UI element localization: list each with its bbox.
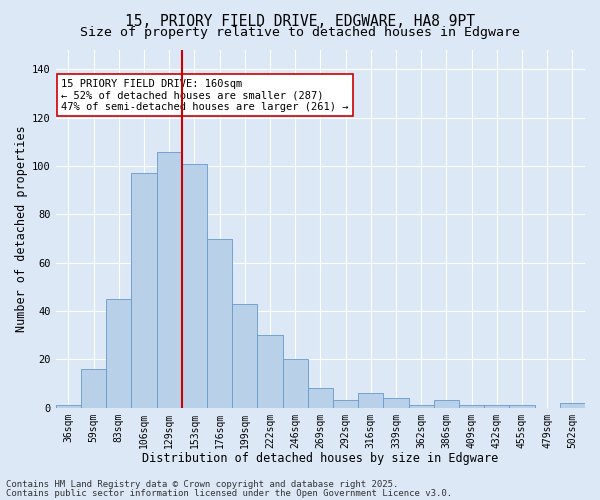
Bar — [182, 164, 207, 408]
Text: 15 PRIORY FIELD DRIVE: 160sqm
← 52% of detached houses are smaller (287)
47% of : 15 PRIORY FIELD DRIVE: 160sqm ← 52% of d… — [61, 78, 349, 112]
Text: Size of property relative to detached houses in Edgware: Size of property relative to detached ho… — [80, 26, 520, 39]
Bar — [383, 398, 409, 407]
Bar — [56, 406, 81, 407]
Bar — [131, 174, 157, 408]
Text: 15, PRIORY FIELD DRIVE, EDGWARE, HA8 9PT: 15, PRIORY FIELD DRIVE, EDGWARE, HA8 9PT — [125, 14, 475, 29]
Bar — [207, 238, 232, 408]
Y-axis label: Number of detached properties: Number of detached properties — [15, 126, 28, 332]
Bar — [409, 406, 434, 407]
Bar — [358, 393, 383, 407]
Bar — [333, 400, 358, 407]
X-axis label: Distribution of detached houses by size in Edgware: Distribution of detached houses by size … — [142, 452, 499, 465]
Bar — [434, 400, 459, 407]
Text: Contains public sector information licensed under the Open Government Licence v3: Contains public sector information licen… — [6, 488, 452, 498]
Text: Contains HM Land Registry data © Crown copyright and database right 2025.: Contains HM Land Registry data © Crown c… — [6, 480, 398, 489]
Bar — [509, 406, 535, 407]
Bar — [81, 369, 106, 408]
Bar — [257, 335, 283, 407]
Bar — [283, 360, 308, 408]
Bar — [106, 299, 131, 408]
Bar — [157, 152, 182, 408]
Bar — [484, 406, 509, 407]
Bar — [232, 304, 257, 408]
Bar — [308, 388, 333, 407]
Bar — [459, 406, 484, 407]
Bar — [560, 403, 585, 407]
